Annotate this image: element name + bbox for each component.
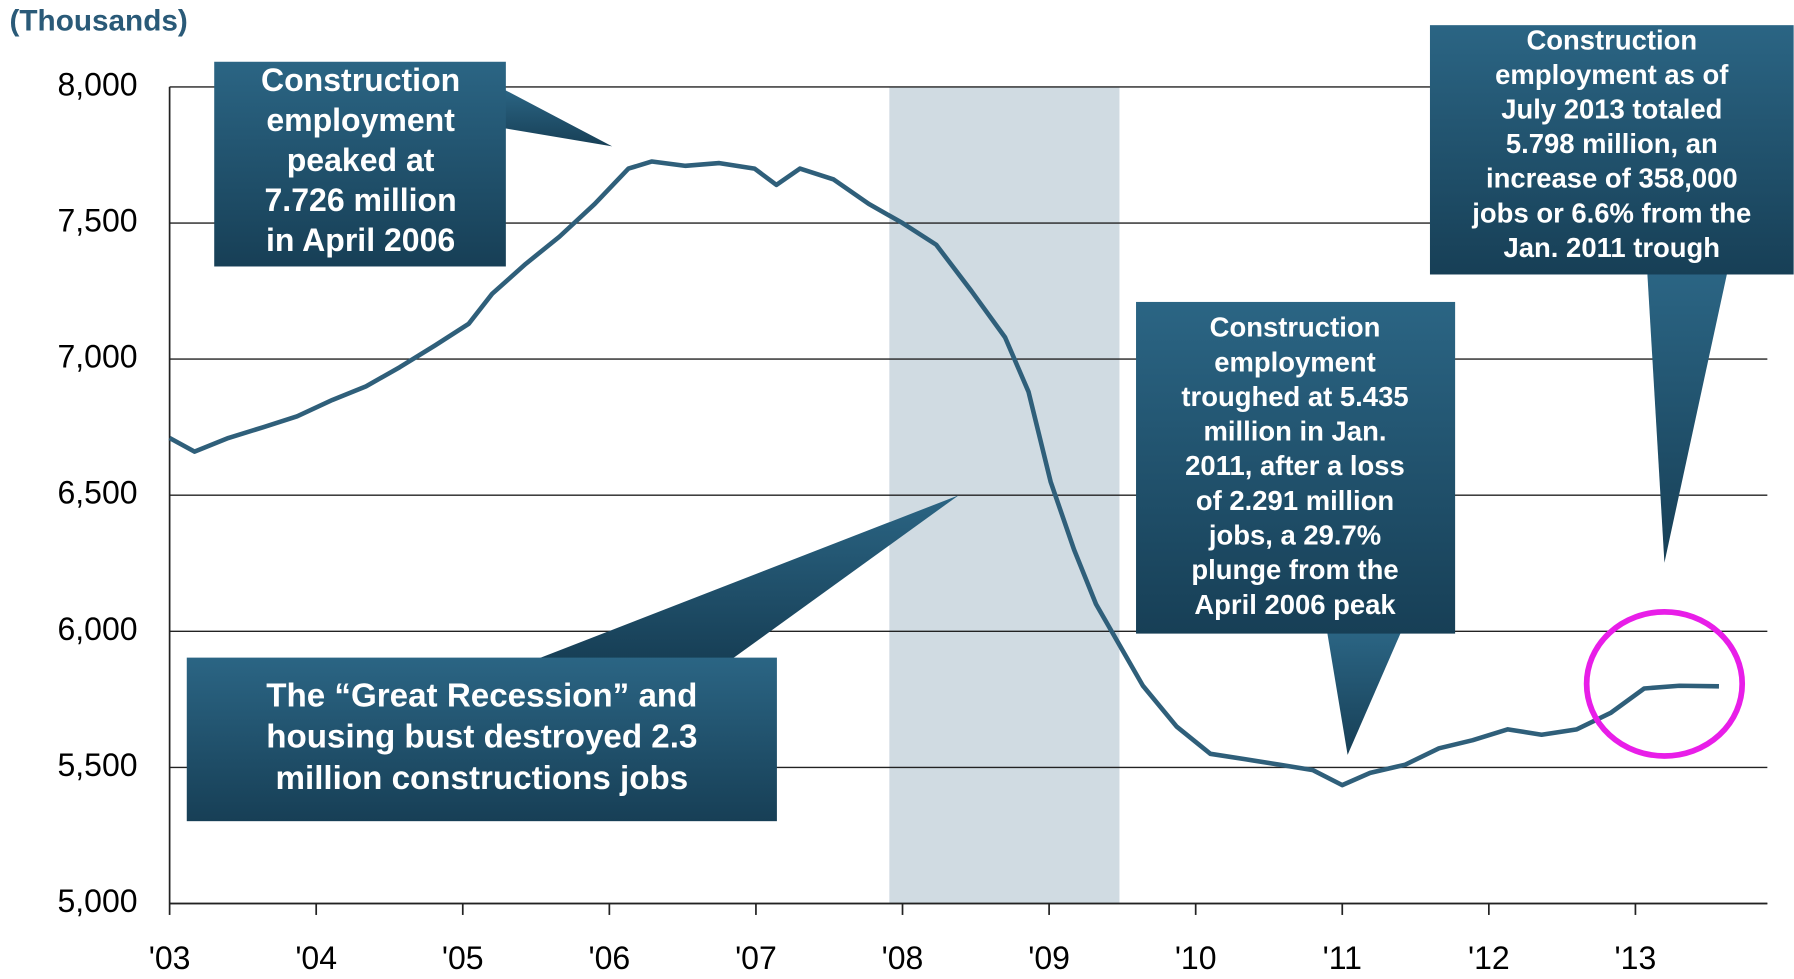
callout-pointer: [503, 89, 613, 147]
x-tick-label: '04: [295, 940, 337, 976]
annotation-text: plunge from the: [1191, 554, 1398, 585]
callout-pointer: [1327, 631, 1402, 755]
annotation-text: Construction: [1210, 312, 1381, 343]
annotation-text: Jan. 2011 trough: [1504, 232, 1721, 263]
y-tick-label: 7,500: [57, 202, 137, 238]
annotation-text: Construction: [1526, 25, 1697, 56]
annotation-text: The “Great Recession” and: [266, 677, 697, 714]
annotation-text: million in Jan.: [1204, 416, 1387, 447]
x-tick-label: '07: [735, 940, 777, 976]
plot-lines: [168, 159, 1720, 788]
callout-box: [1136, 301, 1456, 634]
annotation-text: jobs, a 29.7%: [1208, 520, 1381, 551]
annotation-text: employment: [266, 102, 455, 138]
annotation-text: Construction: [261, 62, 460, 98]
y-axis-label: (Thousands): [9, 5, 187, 38]
x-tick-label: '05: [442, 940, 484, 976]
annotation-text: troughed at 5.435: [1181, 381, 1408, 412]
callout-pointer: [1647, 272, 1728, 563]
highlight-circle: [1583, 609, 1746, 759]
plot-back: 5,000 5,500 6,000 6,500 7,000 7,500 8,000 '03 '0…: [57, 66, 1768, 976]
annotation-text: 5.798 million, an: [1506, 128, 1718, 159]
x-tick-label: '10: [1175, 940, 1217, 976]
annotation-text: of 2.291 million: [1196, 485, 1394, 516]
series-line: [168, 159, 1720, 788]
y-tick-label: 6,500: [57, 475, 137, 511]
annotation-text: million constructions jobs: [276, 760, 689, 797]
annotation-text: housing bust destroyed 2.3: [266, 719, 697, 756]
callout-box: [186, 657, 777, 822]
y-tick-label: 7,000: [57, 339, 137, 375]
annotation-text: jobs or 6.6% from the: [1471, 197, 1751, 228]
y-tick-label: 8,000: [57, 66, 137, 102]
annotation-text: April 2006 peak: [1194, 589, 1396, 620]
annotation-text: increase of 358,000: [1486, 163, 1738, 194]
annotation-text: employment: [1214, 346, 1376, 377]
annotation-text: peaked at: [287, 142, 435, 178]
callout-box: [214, 61, 506, 267]
y-tick-label: 6,000: [57, 611, 137, 647]
x-tick-label: '11: [1323, 940, 1362, 976]
y-tick-label: 5,500: [57, 747, 137, 783]
annotation-text: employment as of: [1495, 59, 1729, 90]
x-tick-label: '06: [588, 940, 630, 976]
annotation-text: 2011, after a loss: [1185, 450, 1405, 481]
x-tick-label: '09: [1028, 940, 1070, 976]
annotation-text: 7.726 million: [265, 182, 457, 218]
x-tick-label: '12: [1468, 940, 1510, 976]
x-tick-label: '03: [149, 940, 191, 976]
x-tick-label: '08: [882, 940, 924, 976]
y-tick-label: 5,000: [57, 883, 137, 919]
annotation-text: in April 2006: [266, 222, 455, 258]
annotation-text: July 2013 totaled: [1501, 94, 1722, 125]
x-tick-label: '13: [1615, 940, 1657, 976]
callout-box: [1429, 25, 1794, 275]
